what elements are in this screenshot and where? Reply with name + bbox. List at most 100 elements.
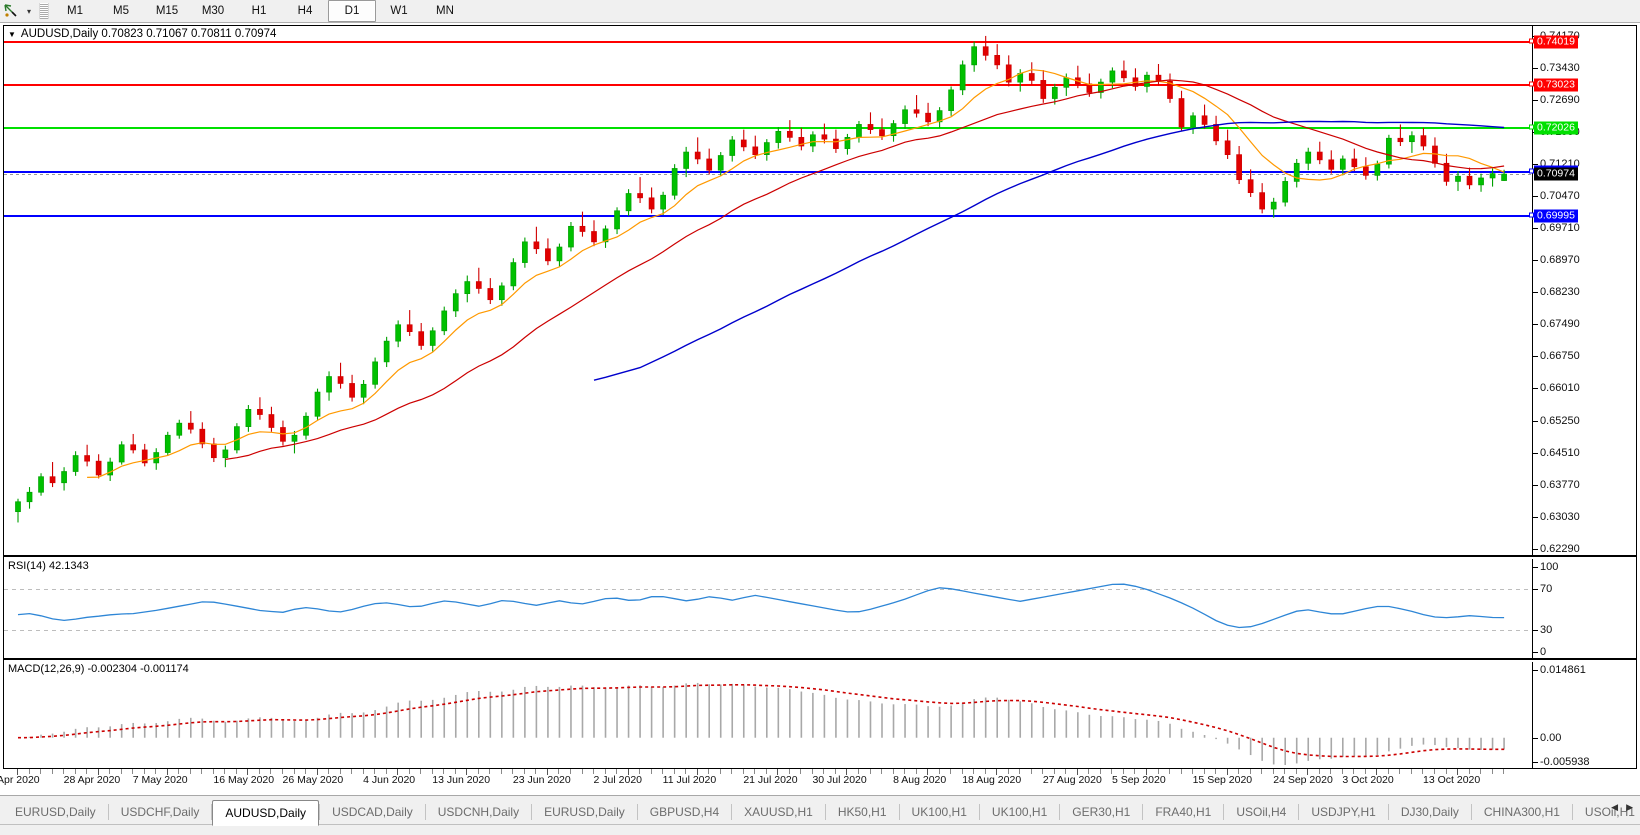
timeframe-m1[interactable]: M1 — [67, 5, 83, 17]
chart-tab-uk100-h1[interactable]: UK100,H1 — [911, 805, 967, 819]
rsi-pane[interactable]: RSI(14) 42.1343 100 70 30 0 — [4, 559, 1636, 660]
chart-tab-usdcnh-daily[interactable]: USDCNH,Daily — [437, 805, 520, 819]
rsi-header: RSI(14) 42.1343 — [8, 560, 89, 572]
timeframe-m5[interactable]: M5 — [113, 5, 129, 17]
date-axis-minor-tick — [984, 769, 986, 774]
rsi-axis-label: 70 — [1540, 583, 1553, 596]
macd-axis[interactable]: 0.014861 0.00 -0.005938 — [1532, 662, 1636, 768]
date-axis-minor-tick — [1318, 769, 1320, 774]
macd-axis-tick — [1533, 762, 1538, 763]
macd-plot-area[interactable] — [4, 662, 1532, 768]
date-axis-minor-tick — [973, 769, 975, 774]
rsi-axis-label: 30 — [1540, 623, 1553, 636]
tab-divider — [107, 804, 109, 820]
date-axis-major-tick — [1226, 769, 1228, 775]
timeframe-h1[interactable]: H1 — [251, 5, 267, 17]
macd-pane[interactable]: MACD(12,26,9) -0.002304 -0.001174 0.0148… — [4, 662, 1636, 768]
date-axis-minor-tick — [535, 769, 537, 774]
date-axis-minor-tick — [558, 769, 560, 774]
chart-tab-gbpusd-h4[interactable]: GBPUSD,H4 — [649, 805, 720, 819]
date-axis-minor-tick — [1030, 769, 1032, 774]
date-axis-minor-tick — [523, 769, 525, 774]
macd-signal-line — [17, 684, 1505, 758]
hline-0.73023[interactable] — [4, 84, 1532, 87]
hline-0.69995[interactable] — [4, 215, 1532, 218]
price-plot-area[interactable] — [4, 26, 1532, 555]
tabbar-baseline — [0, 824, 1640, 825]
hline-0.71029[interactable] — [4, 170, 1532, 173]
chart-tab-uk100-h1[interactable]: UK100,H1 — [991, 805, 1048, 819]
chart-tab-china300-h1[interactable]: CHINA300,H1 — [1483, 805, 1560, 819]
price-tag-0.69995[interactable]: 0.69995 — [1529, 209, 1578, 223]
tab-divider — [898, 804, 900, 820]
chart-tab-usdchf-daily[interactable]: USDCHF,Daily — [120, 805, 200, 819]
tab-scroll-controls[interactable]: ◀ ▶ — [1608, 802, 1636, 813]
date-axis-minor-tick — [328, 769, 329, 774]
timeframe-m15[interactable]: M15 — [155, 5, 179, 17]
date-axis-minor-tick — [1215, 769, 1217, 774]
tab-divider — [319, 804, 321, 820]
tab-divider — [424, 804, 426, 820]
date-axis-major-tick — [546, 769, 548, 775]
chart-tab-fra40-h1[interactable]: FRA40,H1 — [1155, 805, 1212, 819]
chart-tab-usdcad-daily[interactable]: USDCAD,Daily — [332, 805, 413, 819]
chart-tab-xauusd-h1[interactable]: XAUUSD,H1 — [744, 805, 813, 819]
hline-0.72026[interactable] — [4, 127, 1532, 130]
date-axis-minor-tick — [869, 769, 871, 774]
chart-tab-dj30-daily[interactable]: DJ30,Daily — [1400, 805, 1459, 819]
date-axis-minor-tick — [858, 769, 859, 774]
crosshair-cursor-icon[interactable] — [0, 1, 22, 21]
date-axis-minor-tick — [374, 769, 376, 774]
chart-tab-eurusd-daily[interactable]: EURUSD,Daily — [544, 805, 625, 819]
date-axis-minor-tick — [477, 769, 479, 774]
date-axis-minor-tick — [201, 769, 203, 774]
price-axis-label: 0.65250 — [1540, 415, 1580, 427]
date-axis-minor-tick — [1019, 769, 1021, 774]
date-axis-minor-tick — [650, 769, 652, 774]
price-pane[interactable]: ▼ AUDUSD,Daily 0.70823 0.71067 0.70811 0… — [4, 26, 1636, 557]
hline-0.74019[interactable] — [4, 41, 1532, 44]
toolbar-drag-handle[interactable] — [39, 3, 49, 19]
rsi-plot-area[interactable] — [4, 559, 1532, 658]
date-axis-minor-tick — [1284, 769, 1286, 774]
rsi-axis[interactable]: 100 70 30 0 — [1532, 559, 1636, 658]
date-axis-minor-tick — [892, 769, 894, 774]
chart-tab-hk50-h1[interactable]: HK50,H1 — [837, 805, 887, 819]
timeframe-d1[interactable]: D1 — [328, 0, 376, 22]
timeframe-h4[interactable]: H4 — [297, 5, 313, 17]
chevron-left-icon[interactable]: ◀ — [1611, 802, 1619, 812]
timeframe-w1[interactable]: W1 — [390, 5, 408, 17]
date-axis-minor-tick — [1180, 769, 1182, 774]
price-tag-0.74019[interactable]: 0.74019 — [1529, 35, 1578, 49]
date-axis-minor-tick — [570, 769, 571, 774]
date-axis-minor-tick — [132, 769, 134, 774]
tab-divider — [1223, 804, 1225, 820]
price-axis[interactable]: 0.741700.734300.726900.719500.712100.704… — [1529, 26, 1636, 555]
chart-tab-usoil-h4[interactable]: USOil,H4 — [1236, 805, 1287, 819]
moving-average-line — [225, 79, 1505, 460]
date-axis-minor-tick — [788, 769, 790, 774]
date-axis-minor-tick — [512, 769, 514, 774]
date-axis[interactable]: 18 Apr 2020 28 Apr 2020 7 May 2020 16 May 2… — [0, 769, 1637, 789]
price-axis-tick — [1533, 484, 1538, 486]
tab-divider — [1059, 804, 1061, 820]
price-axis-label: 0.70470 — [1540, 189, 1580, 202]
tab-divider — [1470, 804, 1472, 820]
triangle-down-icon[interactable]: ▼ — [8, 29, 16, 39]
chart-tab-usoil-h1[interactable]: USOil,H1 — [1584, 805, 1635, 819]
timeframe-toolbar: ▾ M1 M5 M15 M30 H1 H4 D1 W1 MN — [0, 0, 1640, 23]
chart-tab-ger30-h1[interactable]: GER30,H1 — [1072, 805, 1131, 819]
date-axis-major-tick — [1307, 769, 1309, 775]
chart-tab-audusd-daily[interactable]: AUDUSD,Daily — [212, 800, 320, 826]
chevron-down-icon[interactable]: ▾ — [26, 6, 31, 16]
price-tag-0.72026[interactable]: 0.72026 — [1529, 121, 1578, 135]
tab-divider — [636, 804, 638, 820]
timeframe-m30[interactable]: M30 — [201, 5, 225, 17]
date-axis-major-tick — [927, 769, 929, 775]
price-tag-0.73023[interactable]: 0.73023 — [1529, 78, 1578, 92]
timeframe-mn[interactable]: MN — [436, 5, 454, 17]
chart-tab-eurusd-daily[interactable]: EURUSD,Daily — [15, 805, 96, 819]
chart-tab-usdjpy-h1[interactable]: USDJPY,H1 — [1311, 805, 1376, 819]
chevron-right-icon[interactable]: ▶ — [1626, 802, 1633, 812]
date-axis-major-tick — [17, 769, 18, 775]
